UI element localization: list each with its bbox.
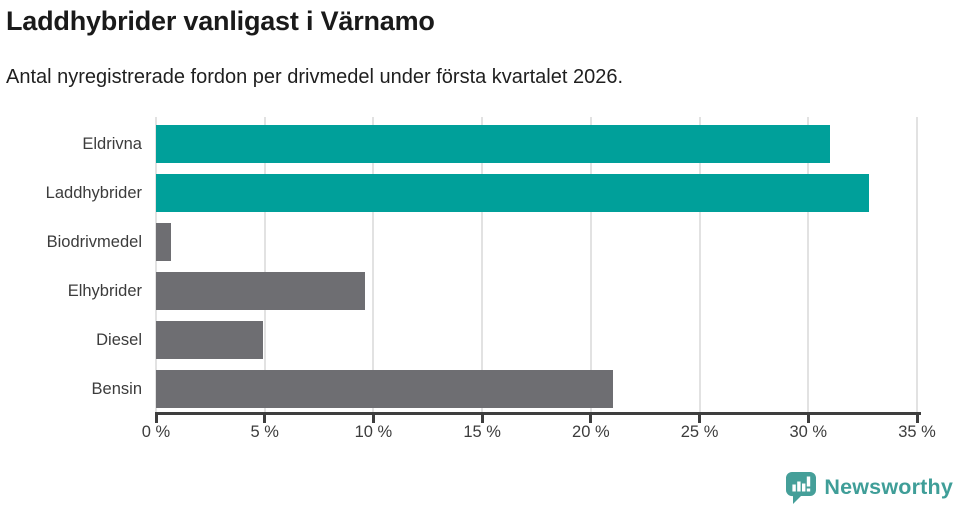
x-axis-line bbox=[155, 412, 921, 415]
x-axis-tick-5 bbox=[263, 415, 267, 423]
gridline-30 bbox=[807, 117, 810, 413]
x-axis-tick-25 bbox=[698, 415, 702, 423]
x-axis-tick-label-5: 5 % bbox=[250, 423, 279, 441]
category-label-eldrivna: Eldrivna bbox=[82, 135, 142, 153]
category-axis-labels: Eldrivna Laddhybrider Biodrivmedel Elhybrid… bbox=[0, 117, 142, 413]
gridline-15 bbox=[481, 117, 484, 413]
gridline-35 bbox=[916, 117, 918, 413]
x-axis-tick-label-25: 25 % bbox=[680, 423, 719, 441]
newsworthy-logo-text: Newsworthy bbox=[824, 474, 953, 499]
newsworthy-logo[interactable]: Newsworthy bbox=[785, 470, 953, 504]
x-axis-tick-label-20: 20 % bbox=[572, 423, 610, 441]
category-label-elhybrider: Elhybrider bbox=[67, 282, 142, 300]
plot-area bbox=[155, 117, 921, 413]
bar-diesel bbox=[156, 321, 263, 359]
x-axis-tick-label-30: 30 % bbox=[789, 423, 828, 441]
x-axis-tick-label-10: 10 % bbox=[354, 423, 393, 441]
x-axis-tick-10 bbox=[371, 415, 375, 423]
bar-biodrivmedel bbox=[156, 223, 172, 261]
gridline-0 bbox=[155, 117, 157, 413]
chart-subtitle: Antal nyregistrerade fordon per drivmede… bbox=[6, 66, 624, 88]
gridline-5 bbox=[263, 117, 266, 413]
category-label-bensin: Bensin bbox=[91, 380, 142, 398]
gridline-20 bbox=[589, 117, 592, 413]
bar-bensin bbox=[156, 370, 613, 408]
x-axis-tick-label-15: 15 % bbox=[463, 423, 501, 441]
gridline-10 bbox=[372, 117, 375, 413]
x-axis-tick-label-0: 0 % bbox=[141, 423, 171, 441]
chart-title: Laddhybrider vanligast i Värnamo bbox=[6, 6, 435, 36]
x-axis-tick-35 bbox=[915, 415, 919, 423]
gridline-25 bbox=[698, 117, 701, 413]
bar-elhybrider bbox=[156, 272, 365, 310]
category-label-diesel: Diesel bbox=[96, 331, 142, 349]
x-axis-tick-15 bbox=[480, 415, 484, 423]
category-label-biodrivmedel: Biodrivmedel bbox=[46, 233, 142, 251]
x-axis-tick-20 bbox=[589, 415, 593, 423]
x-axis-tick-label-35: 35 % bbox=[898, 423, 936, 441]
bar-laddhybrider bbox=[156, 174, 870, 212]
x-axis-tick-30 bbox=[806, 415, 810, 423]
category-label-laddhybrider: Laddhybrider bbox=[45, 184, 142, 202]
x-axis-tick-0 bbox=[154, 415, 158, 423]
newsworthy-logo-icon bbox=[786, 471, 817, 504]
bar-eldrivna bbox=[156, 125, 831, 163]
